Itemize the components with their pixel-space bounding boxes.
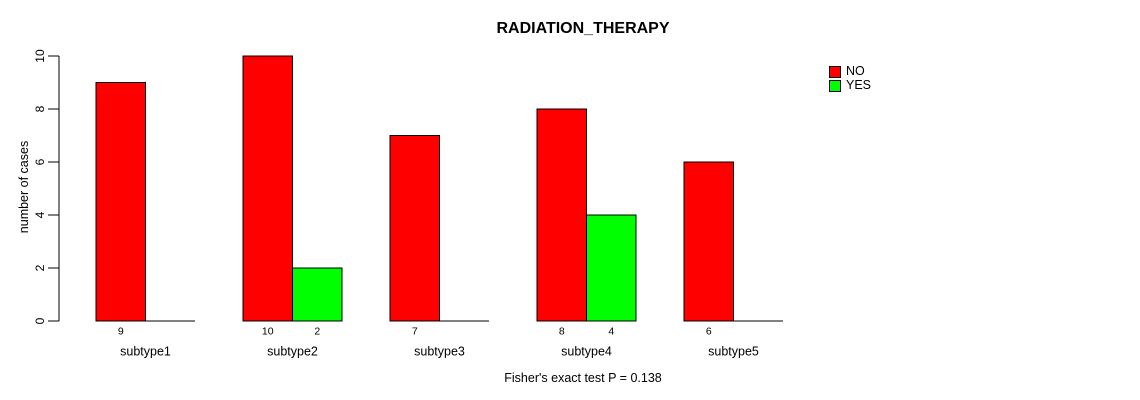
- bar-value-label-subtype3-no: 7: [412, 326, 418, 338]
- bar-subtype4-yes: [586, 214, 637, 322]
- bar-subtype3-no: [389, 135, 440, 322]
- bar-subtype4-no: [536, 108, 587, 322]
- legend-item-yes: YES: [829, 79, 871, 92]
- legend-swatch-yes-icon: [829, 79, 841, 92]
- chart-title: RADIATION_THERAPY: [496, 20, 670, 37]
- y-axis-tick-label: 2: [33, 264, 47, 271]
- stat-annotation: Fisher's exact test P = 0.138: [504, 371, 662, 385]
- category-label-subtype5: subtype5: [708, 345, 759, 359]
- bar-subtype2-no: [242, 55, 293, 322]
- legend-label-no: NO: [846, 64, 865, 79]
- y-axis-tick-label: 10: [33, 49, 47, 63]
- y-axis-tick-label: 8: [33, 105, 47, 112]
- y-axis-title: number of cases: [17, 140, 31, 234]
- y-axis-tick-label: 0: [33, 317, 47, 324]
- bar-value-label-subtype4-no: 8: [559, 326, 565, 338]
- legend: NO YES: [829, 65, 871, 93]
- y-axis-tick-label: 4: [33, 211, 47, 218]
- category-label-subtype4: subtype4: [561, 345, 612, 359]
- legend-item-no: NO: [829, 65, 871, 78]
- bar-value-label-subtype2-no: 10: [262, 326, 274, 338]
- bar-value-label-subtype5-no: 6: [706, 326, 712, 338]
- category-label-subtype2: subtype2: [267, 345, 318, 359]
- bar-subtype5-no: [683, 161, 734, 322]
- bar-value-label-subtype2-yes: 2: [314, 326, 320, 338]
- legend-swatch-no-icon: [829, 65, 841, 78]
- bar-subtype1-no: [95, 82, 146, 322]
- bar-value-label-subtype4-yes: 4: [608, 326, 614, 338]
- category-label-subtype3: subtype3: [414, 345, 465, 359]
- category-label-subtype1: subtype1: [120, 345, 171, 359]
- bar-subtype2-yes: [292, 267, 343, 322]
- bar-value-label-subtype1-no: 9: [118, 326, 124, 338]
- y-axis-tick-label: 6: [33, 158, 47, 165]
- legend-label-yes: YES: [846, 78, 872, 93]
